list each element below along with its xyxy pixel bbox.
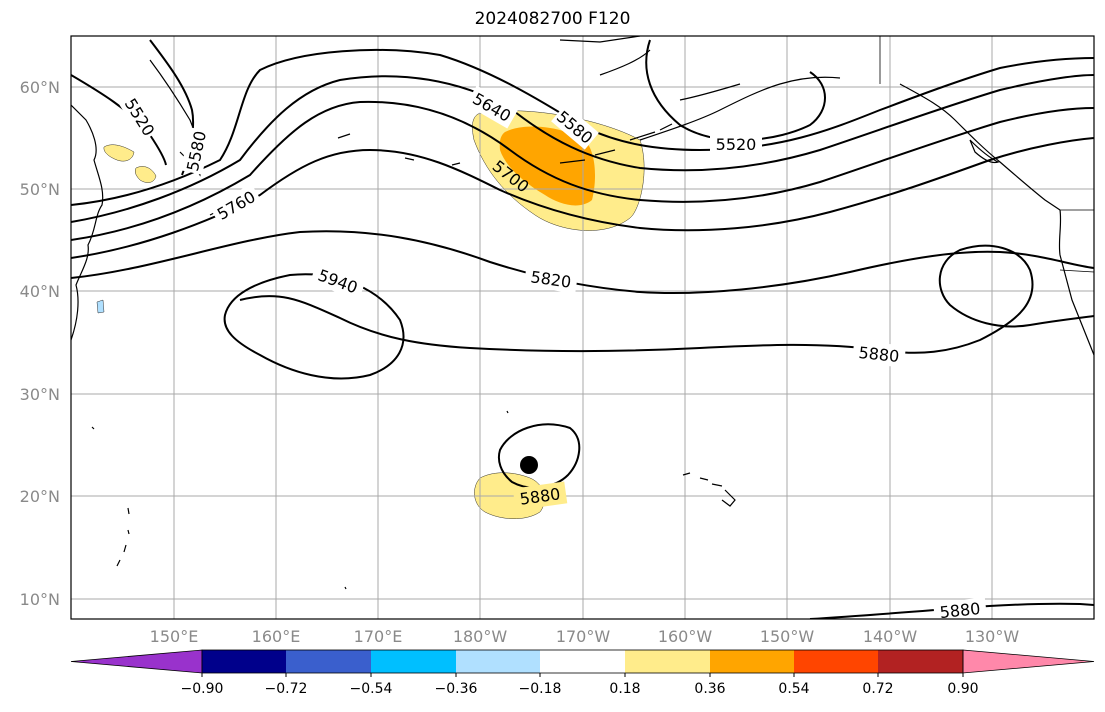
lat-tick-label: 60°N [20,78,60,97]
colorbar-tick-label: −0.18 [519,681,562,697]
colorbar-segment [456,650,540,673]
colorbar-segment [540,650,625,673]
lon-tick-label: 180°W [453,627,508,646]
colorbar-tick-label: −0.72 [265,681,308,697]
colorbar-segment [625,650,710,673]
contour-5640 [71,74,1094,223]
colorbar-segment [710,650,794,673]
lon-tick-label: 160°W [658,627,713,646]
coastline-alaska-peninsula [639,76,841,141]
coastline-hawaii [682,472,736,507]
contour-label: 5520 [716,135,757,154]
contour-label: 5880 [939,599,981,622]
lon-tick-label: 140°W [863,627,918,646]
storm-center-marker [520,456,538,474]
lon-tick-label: 150°W [760,627,815,646]
contour-5940 [223,273,405,380]
colorbar-segment [371,650,456,673]
contour-5700 [71,100,1094,241]
colorbar-extend-high [962,649,1095,674]
contour-label: 5880 [858,343,900,366]
colorbar-tick-label: 0.90 [947,681,978,697]
lat-tick-label: 20°N [20,487,60,506]
colorbar-extend-low [70,649,203,674]
longitude-labels: 150°E 160°E 170°E 180°W 170°W 160°W 150°… [150,627,1020,646]
colorbar-tick-label: −0.90 [181,681,224,697]
colorbar-segment [878,650,963,673]
colorbar-segment [794,650,878,673]
anomaly-region-light-west-2 [135,166,157,183]
lat-tick-label: 40°N [20,282,60,301]
colorbar-segment [202,650,286,673]
contour-5820 [71,230,1094,294]
lon-tick-label: 170°W [556,627,611,646]
anomaly-region-light-west-1 [103,144,135,162]
coastline-north-america-west [1058,209,1094,356]
lat-tick-label: 50°N [20,180,60,199]
colorbar-tick-label: 0.72 [862,681,893,697]
anomaly-region-blue-west [96,299,105,314]
graticule [71,36,1094,619]
lat-tick-label: 10°N [20,590,60,609]
colorbar-tick-label: 0.54 [778,681,809,697]
coastline-asia-west [71,104,104,341]
colorbar-outline [201,649,964,674]
colorbar-tick-label: −0.54 [350,681,393,697]
contour-5880-south [497,423,581,489]
colorbar-tick-label: −0.36 [435,681,478,697]
colorbar-segment [286,650,371,673]
lon-tick-label: 170°E [354,627,403,646]
political-boundaries [879,36,1094,273]
colorbar: −0.90 −0.72 −0.54 −0.36 −0.18 0.18 0.36 0.54 0.7… [70,649,1095,697]
lon-tick-label: 130°W [965,627,1020,646]
contour-5760 [71,137,1094,259]
coastline-alaska-panhandle [899,83,1061,211]
colorbar-tick-label: 0.18 [609,681,640,697]
map-frame [70,35,1095,620]
colorbar-tick-label: 0.36 [694,681,725,697]
lat-tick-label: 30°N [20,385,60,404]
contour-5880 [239,244,1094,354]
coastline-islands-west [91,410,509,590]
coastline-vancouver-island [969,139,1000,164]
border-usa-mexico [1059,269,1094,273]
lon-tick-label: 160°E [252,627,301,646]
map-title: 2024082700 F120 [474,9,631,29]
lon-tick-label: 150°E [150,627,199,646]
latitude-labels: 60°N 50°N 40°N 30°N 20°N 10°N [20,78,60,609]
